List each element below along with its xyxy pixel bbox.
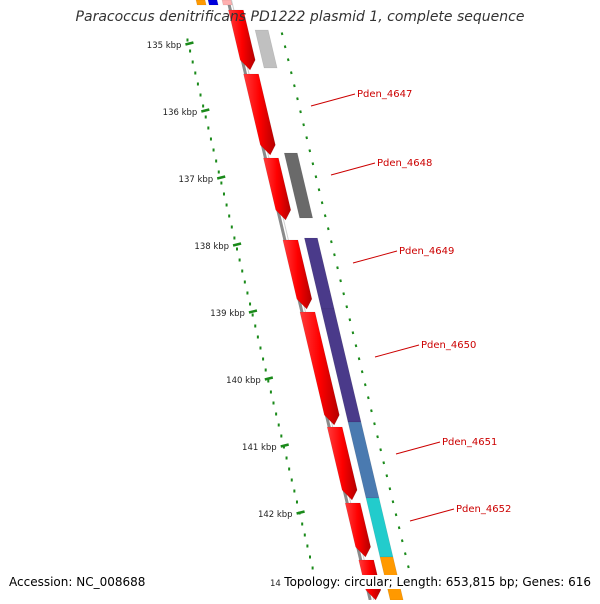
outer-guide-dash (336, 266, 339, 270)
ruler-tick (185, 41, 194, 46)
outer-guide-dash (289, 71, 293, 75)
outer-guide-dash (326, 227, 330, 231)
gene-label-pden_4652: Pden_4652 (456, 504, 511, 515)
outer-guide-dash (373, 422, 376, 426)
gene-label-leader (310, 93, 356, 107)
outer-guide-dash (302, 123, 305, 127)
cds-arrow (227, 9, 256, 71)
outer-guide-dash (317, 188, 321, 192)
ruler-tick (201, 108, 210, 113)
ruler-tick-label: 136 kbp (163, 108, 198, 118)
outer-guide-dash (314, 175, 318, 179)
outer-guide-dash (382, 461, 386, 465)
outer-guide-dash (400, 539, 404, 543)
outer-guide-dash (308, 149, 312, 153)
outer-guide-dash (385, 474, 389, 478)
gene-labels: Pden_4647 Pden_4648 Pden_4649 Pden_4650 Pden… (310, 89, 511, 522)
gene-label-leader (409, 508, 455, 522)
outer-guide-dash (283, 45, 287, 49)
top-fragment (221, 0, 233, 6)
gene-label-pden_4651: Pden_4651 (442, 437, 497, 448)
cds-arrow (263, 157, 292, 221)
ruler-tick-label: 139 kbp (210, 309, 245, 319)
outer-guide-dash (293, 84, 296, 88)
gene-label-pden_4650: Pden_4650 (421, 340, 476, 351)
outer-guide-dash (333, 253, 336, 257)
outer-guide-dash (345, 305, 349, 309)
ruler-tick-label: 135 kbp (147, 41, 182, 51)
gene-label-pden_4649: Pden_4649 (399, 246, 454, 257)
cds-track (195, 0, 382, 601)
ruler-tick (216, 175, 226, 180)
outer-guide-dash (403, 552, 407, 556)
outer-guide-dash (280, 32, 284, 36)
outer-guide-dash (323, 214, 327, 218)
gene-label-pden_4647: Pden_4647 (357, 89, 412, 100)
ruler-tick-label: 138 kbp (194, 242, 229, 252)
gene-label-leader (330, 162, 376, 176)
outer-guide-dash (394, 513, 398, 517)
outer-guide-dash (299, 110, 302, 114)
cds-arrow (282, 239, 313, 310)
outer-guide-dash (391, 500, 395, 504)
outer-guide-dash (354, 344, 358, 348)
outer-guide-dash (286, 58, 290, 62)
outer-guide-dash (339, 279, 342, 283)
ruler-tick-label: 142 kbp (258, 510, 293, 520)
top-fragment (207, 0, 219, 6)
cds-arrow (344, 502, 371, 558)
outer-guide-dash (330, 240, 333, 244)
outer-guide-dash (367, 396, 370, 400)
ruler-tick (296, 510, 305, 515)
cds-arrow (326, 426, 358, 501)
outer-guide-dash (407, 565, 410, 569)
outer-guide-dash (388, 487, 392, 491)
outer-guide-dash (342, 292, 345, 296)
ruler-tick (232, 242, 242, 247)
accession-label: Accession: NC_008688 (9, 575, 146, 589)
outer-guide-dash (357, 357, 361, 361)
outer-guide-dash (348, 318, 352, 322)
cog-track (254, 29, 404, 601)
gene-label-leader (374, 344, 420, 358)
outer-guide-dash (351, 331, 355, 335)
cds-arrow (299, 311, 340, 426)
gene-label-leader (395, 441, 441, 455)
ruler-tick-label: 137 kbp (179, 175, 214, 185)
ruler-tick (280, 443, 290, 448)
outer-guide-dash (296, 97, 299, 101)
ruler-tick-label: 14 (270, 579, 281, 589)
kbp-ruler: 135 kbp 136 kbp 137 kbp 138 kbp 139 kbp 140 k… (147, 38, 314, 589)
cog-segment (254, 29, 278, 69)
outer-guide-dash (360, 370, 364, 374)
outer-guide-dash (379, 448, 382, 452)
cog-segment (283, 152, 314, 219)
gene-label-leader (352, 250, 398, 264)
outer-guide-dash (370, 409, 373, 413)
outer-guide-dash (320, 201, 324, 205)
ruler-tick-label: 140 kbp (226, 376, 261, 386)
outer-guide-dash (311, 162, 315, 166)
top-fragment (195, 0, 207, 6)
gene-label-pden_4648: Pden_4648 (377, 158, 432, 169)
outer-guide-dash (305, 136, 309, 140)
ruler-tick (248, 309, 258, 314)
ruler-tick (264, 376, 274, 381)
cds-arrow (243, 73, 276, 156)
ruler-tick-label: 141 kbp (242, 443, 277, 453)
genome-summary: Topology: circular; Length: 653,815 bp; … (282, 575, 591, 589)
outer-guide-dash (376, 435, 379, 439)
outer-guide-dash (363, 383, 367, 387)
map-title: Paracoccus denitrificans PD1222 plasmid … (75, 9, 525, 25)
outer-guide-dash (397, 526, 401, 530)
